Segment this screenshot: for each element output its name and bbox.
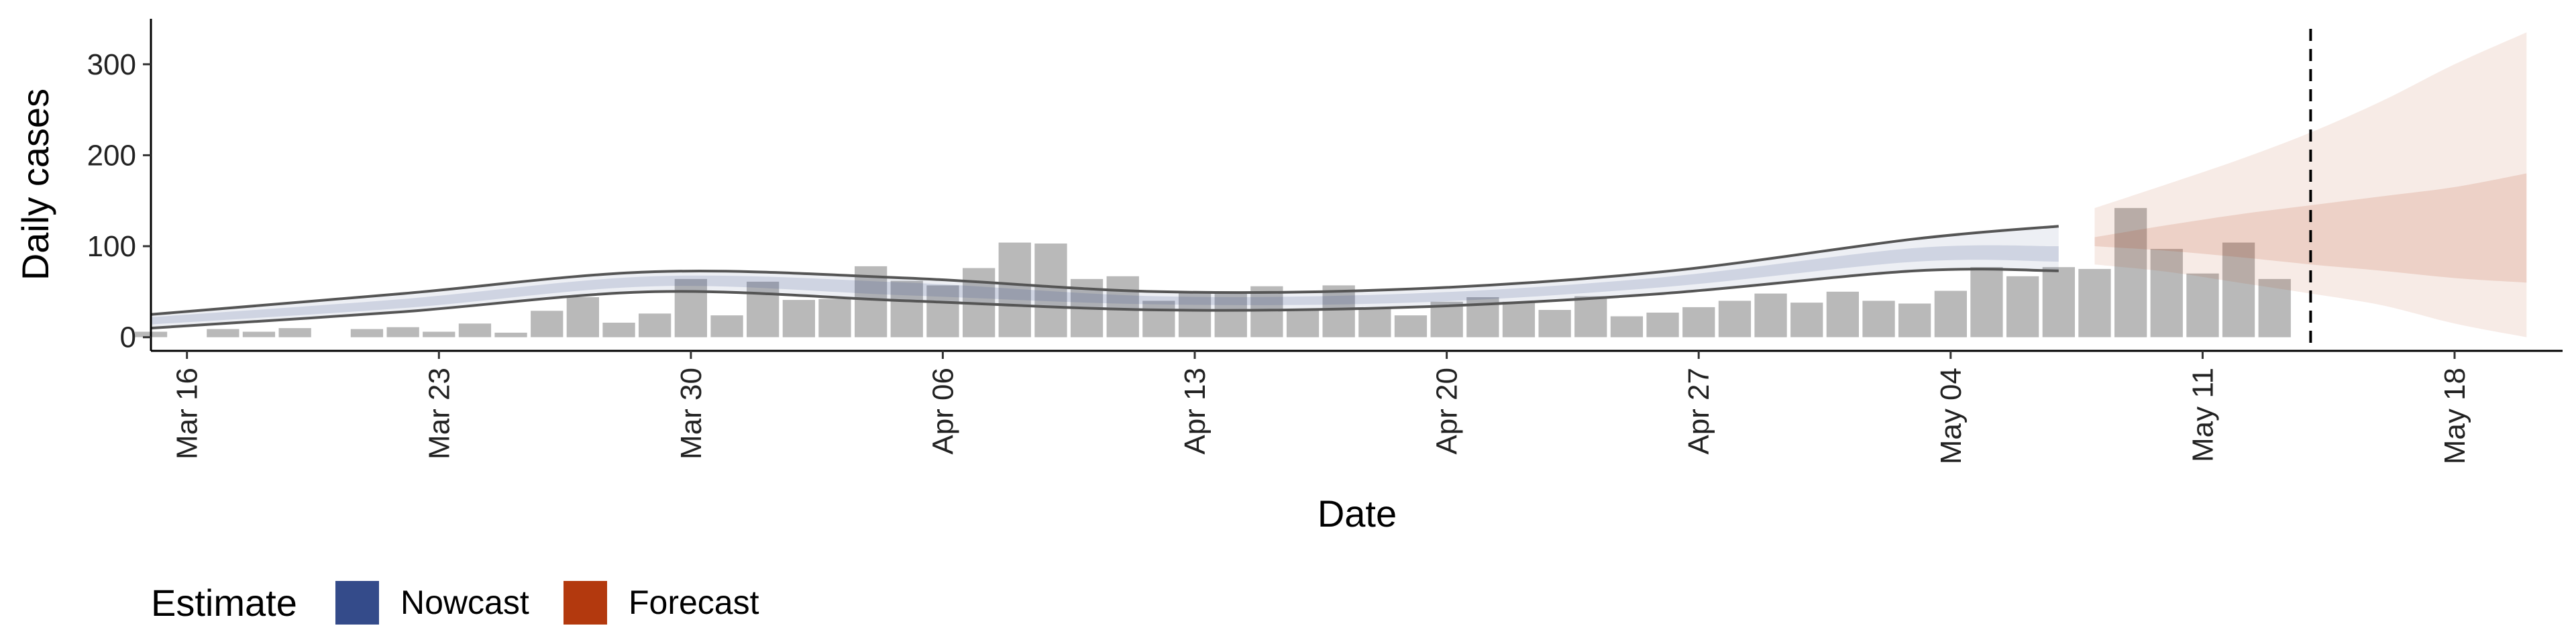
bar (2222, 242, 2255, 337)
bar (1322, 285, 1355, 337)
x-tick-label: Apr 06 (926, 368, 959, 455)
bar (1754, 293, 1787, 337)
bar (566, 297, 599, 337)
bar (1862, 301, 1895, 337)
bar (710, 315, 743, 337)
bar (1034, 244, 1067, 337)
bar (926, 285, 959, 337)
bar (1682, 307, 1715, 337)
legend: Estimate Nowcast Forecast (151, 581, 759, 625)
x-tick-label: Apr 27 (1682, 368, 1715, 455)
bar (242, 331, 276, 337)
bar (890, 280, 923, 337)
y-ticks: 0 100 200 300 (87, 48, 151, 354)
bar (1214, 292, 1247, 337)
bar (1538, 310, 1571, 337)
y-tick-label: 200 (87, 139, 136, 172)
axes: 0 100 200 300 Mar 16 Mar 23 Mar 30 Apr 06 Apr 1… (14, 19, 2563, 535)
x-axis-title: Date (1318, 492, 1397, 535)
bar (998, 242, 1031, 337)
bar (782, 300, 815, 337)
bar (1610, 316, 1644, 337)
forecast-outer-band (2094, 32, 2527, 337)
bar (350, 329, 384, 337)
x-tick-label: May 04 (1935, 368, 1968, 464)
bar (639, 313, 672, 337)
x-tick-label: May 18 (2438, 368, 2471, 464)
bar (1970, 267, 2003, 337)
bar (1718, 301, 1752, 337)
bar (531, 311, 564, 337)
bar (747, 281, 780, 337)
legend-title: Estimate (151, 582, 297, 624)
bar (1178, 291, 1212, 337)
x-tick-label: May 11 (2186, 368, 2219, 462)
bar (458, 323, 492, 337)
bar (1250, 286, 1283, 337)
legend-label-nowcast: Nowcast (400, 584, 529, 621)
nowcast-upper-line (150, 225, 2059, 316)
bar (2078, 268, 2111, 337)
bar (1790, 303, 1823, 337)
y-axis-title: Daily cases (14, 89, 56, 280)
bar (494, 332, 527, 337)
bar (386, 327, 419, 337)
bar (1430, 301, 1463, 337)
bar (1502, 301, 1536, 337)
nowcast-lower-line (150, 268, 2059, 330)
bar (818, 299, 851, 337)
bar (278, 328, 311, 337)
bar (423, 331, 455, 337)
plot-area (134, 29, 2527, 351)
legend-swatch-forecast (564, 581, 607, 625)
bar (2150, 249, 2183, 337)
nowcast-inner-band (151, 245, 2059, 325)
bar (1826, 291, 1859, 337)
observed-bars (134, 208, 2291, 337)
bar (674, 278, 707, 337)
bar (1898, 303, 1931, 337)
forecast-inner-band (2094, 173, 2527, 283)
bar (2186, 273, 2219, 337)
x-tick-label: Apr 13 (1179, 368, 1212, 455)
bar (602, 323, 635, 337)
y-tick-label: 100 (87, 230, 136, 263)
bar (2006, 276, 2039, 337)
bar (1394, 315, 1428, 337)
x-tick-label: Mar 23 (423, 368, 455, 460)
x-tick-label: Apr 20 (1431, 368, 1464, 455)
bar (1106, 276, 1139, 337)
bar (2042, 267, 2075, 337)
y-tick-label: 0 (120, 321, 136, 354)
bar (1286, 310, 1320, 337)
x-tick-label: Mar 30 (675, 368, 708, 460)
legend-label-forecast: Forecast (629, 584, 759, 621)
bar (1574, 296, 1607, 337)
bar (2114, 208, 2147, 337)
x-ticks: Mar 16 Mar 23 Mar 30 Apr 06 Apr 13 Apr 20 Apr … (171, 351, 2471, 464)
bar (207, 329, 239, 337)
nowcast-bands (150, 225, 2059, 330)
bar (1142, 301, 1175, 337)
bar (1934, 290, 1967, 337)
bar (1358, 309, 1391, 337)
x-tick-label: Mar 16 (171, 368, 204, 460)
bar (1646, 313, 1679, 337)
legend-swatch-nowcast (335, 581, 379, 625)
y-tick-label: 300 (87, 48, 136, 81)
forecast-bands (2094, 32, 2527, 337)
bar (2258, 278, 2291, 337)
